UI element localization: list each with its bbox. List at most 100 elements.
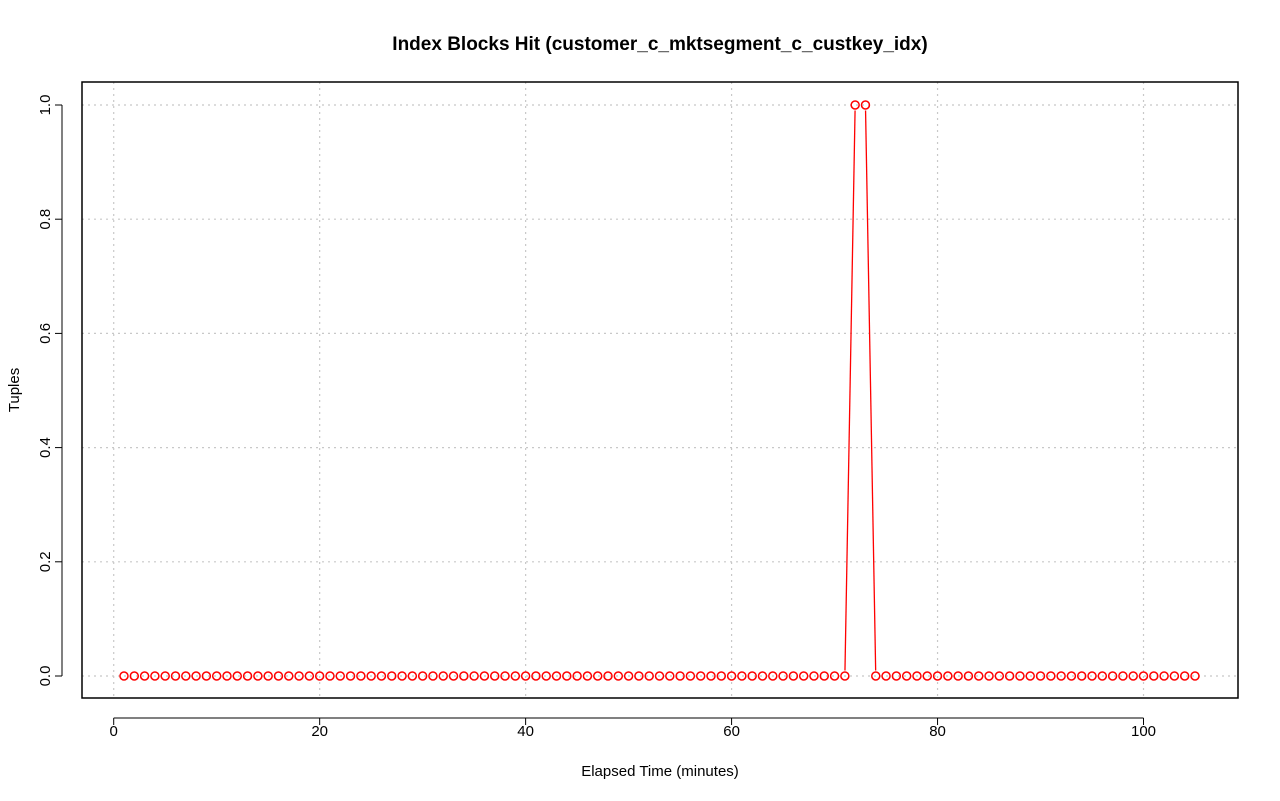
data-point <box>644 671 654 681</box>
data-point <box>170 671 181 681</box>
data-point <box>871 671 881 681</box>
y-tick-label: 0.2 <box>37 551 54 572</box>
data-point <box>150 671 160 681</box>
data-point <box>809 671 819 681</box>
data-point <box>943 671 953 681</box>
data-point <box>335 671 346 681</box>
series-line-segment <box>844 110 856 671</box>
y-tick-label: 0.0 <box>37 666 54 687</box>
data-point <box>417 671 428 681</box>
data-point <box>757 671 768 681</box>
data-point <box>201 671 212 681</box>
data-point <box>623 671 634 681</box>
data-point <box>1149 671 1159 681</box>
plot-area-frame <box>81 81 1239 699</box>
y-tick-label: 0.6 <box>37 323 54 344</box>
data-point <box>242 671 253 681</box>
data-point <box>139 671 150 681</box>
data-point <box>356 671 366 681</box>
data-point <box>438 671 448 681</box>
data-point <box>191 671 201 681</box>
x-tick-label: 80 <box>929 723 946 740</box>
data-point <box>1066 671 1077 681</box>
data-point <box>387 671 397 681</box>
data-point <box>345 671 356 681</box>
data-point <box>1118 671 1128 681</box>
data-point <box>778 671 788 681</box>
data-point <box>531 671 541 681</box>
data-point <box>592 671 603 681</box>
data-point <box>304 671 315 681</box>
data-point <box>850 100 860 110</box>
data-point <box>284 671 294 681</box>
data-point <box>1097 671 1108 681</box>
data-point <box>953 671 963 681</box>
data-point <box>685 671 696 681</box>
data-point <box>1046 671 1056 681</box>
y-axis-label: Tuples <box>6 368 23 412</box>
data-point <box>1128 671 1138 681</box>
data-point <box>973 671 984 681</box>
data-point <box>448 671 459 681</box>
data-point <box>613 671 624 681</box>
data-point <box>551 671 562 681</box>
data-point <box>726 671 737 681</box>
data-point <box>253 671 263 681</box>
data-point <box>788 671 799 681</box>
data-point <box>562 671 572 681</box>
y-axis: 0.0 0.2 0.4 0.6 0.8 1.0 <box>37 95 63 687</box>
data-point <box>747 671 757 681</box>
data-point <box>1004 671 1015 681</box>
y-tick-label: 0.8 <box>37 209 54 230</box>
data-point <box>706 671 716 681</box>
data-point <box>572 671 582 681</box>
data-point <box>314 671 325 681</box>
data-point <box>1035 671 1046 681</box>
data-point <box>695 671 706 681</box>
data-point <box>881 671 891 681</box>
x-tick-label: 60 <box>723 723 740 740</box>
data-point <box>932 671 943 681</box>
data-point <box>1076 671 1087 681</box>
data-point <box>829 671 840 681</box>
y-tick-label: 0.4 <box>37 437 54 458</box>
data-point <box>1179 671 1190 681</box>
x-axis-label: Elapsed Time (minutes) <box>581 763 739 780</box>
data-point <box>716 671 727 681</box>
data-point <box>232 671 243 681</box>
data-point <box>798 671 809 681</box>
data-point <box>860 100 871 110</box>
series-line-segment <box>864 110 877 671</box>
data-point <box>160 671 170 681</box>
data-point <box>603 671 613 681</box>
data-point <box>1190 671 1200 681</box>
data-point <box>1107 671 1118 681</box>
data-point <box>129 671 140 681</box>
data-point <box>397 671 407 681</box>
data-point <box>737 671 747 681</box>
data-point <box>541 671 551 681</box>
data-point <box>922 671 932 681</box>
x-tick-label: 0 <box>110 723 118 740</box>
data-point <box>901 671 912 681</box>
data-point <box>1169 671 1180 681</box>
x-axis: 0 20 40 60 80 100 <box>110 717 1156 740</box>
data-point <box>665 671 675 681</box>
data-point <box>891 671 902 681</box>
data-point <box>428 671 438 681</box>
data-point <box>263 671 273 681</box>
data-point <box>222 671 232 681</box>
data-point <box>407 671 418 681</box>
data-point <box>273 671 284 681</box>
data-point <box>1138 671 1149 681</box>
data-point <box>912 671 922 681</box>
data-point <box>654 671 665 681</box>
data-point <box>1159 671 1169 681</box>
x-tick-label: 40 <box>517 723 534 740</box>
data-point <box>582 671 593 681</box>
x-tick-label: 20 <box>311 723 328 740</box>
data-point <box>840 671 850 681</box>
data-point <box>489 671 500 681</box>
data-point <box>675 671 685 681</box>
